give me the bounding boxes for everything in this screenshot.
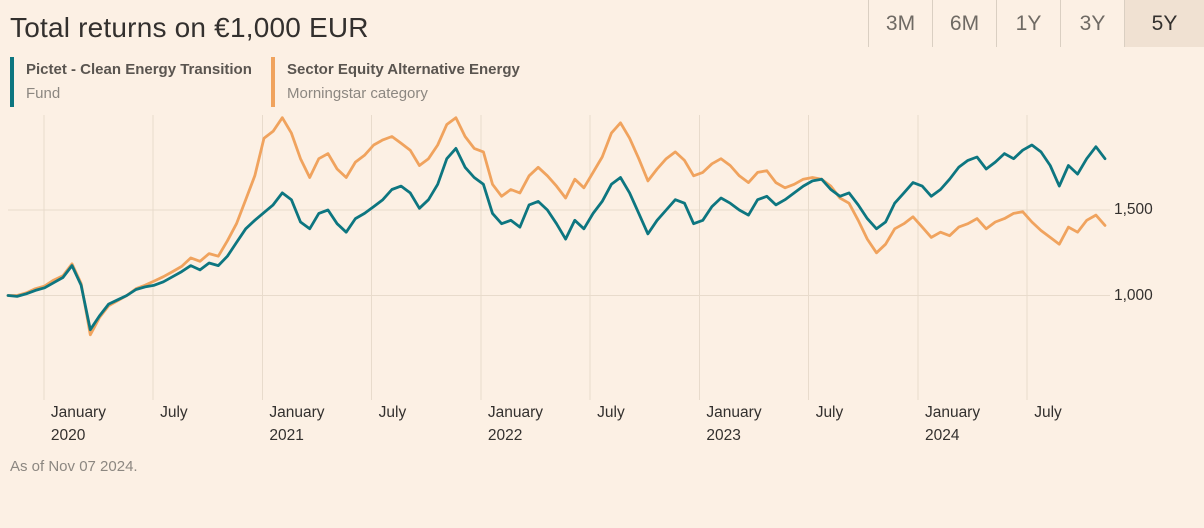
x-axis-label: January 2022 — [487, 404, 544, 444]
fund-legend-subtitle: Fund — [26, 84, 61, 102]
range-button-1y[interactable]: 1Y — [996, 0, 1060, 47]
fund-legend-title: Pictet - Clean Energy Transition — [26, 61, 252, 78]
series-line-category — [6, 116, 1107, 337]
x-axis-label: July — [815, 404, 844, 421]
y-axis-label: 1,000 — [1114, 286, 1153, 304]
legend-item-category: Sector Equity Alternative Energy Morning… — [271, 57, 520, 107]
range-button-6m[interactable]: 6M — [932, 0, 996, 47]
x-axis-label: July — [1034, 404, 1062, 421]
x-axis-label: January 2020 — [50, 404, 106, 444]
category-legend-title: Sector Equity Alternative Energy — [287, 61, 520, 78]
x-axis-label: July — [597, 404, 625, 421]
range-button-5y[interactable]: 5Y — [1124, 0, 1204, 47]
x-axis-label: January 2023 — [706, 404, 762, 444]
range-button-3m[interactable]: 3M — [868, 0, 932, 47]
y-axis-label: 1,500 — [1114, 201, 1153, 218]
as-of-date: As of Nov 07 2024. — [10, 458, 138, 475]
series-line-fund — [6, 143, 1107, 332]
category-color-swatch — [271, 57, 275, 107]
x-axis-label: January 2021 — [269, 404, 325, 444]
fund-color-swatch — [10, 57, 14, 107]
range-button-3y[interactable]: 3Y — [1060, 0, 1124, 47]
chart-title: Total returns on €1,000 EUR — [10, 12, 369, 43]
legend-item-fund: Pictet - Clean Energy Transition Fund — [10, 57, 271, 107]
range-selector: 3M 6M 1Y 3Y 5Y — [868, 0, 1204, 47]
category-legend-subtitle: Morningstar category — [287, 84, 428, 102]
x-axis-label: July — [378, 404, 407, 421]
x-axis-label: July — [160, 404, 188, 421]
chart-legend: Pictet - Clean Energy Transition Fund Se… — [10, 57, 520, 107]
x-axis-label: January 2024 — [924, 404, 981, 444]
